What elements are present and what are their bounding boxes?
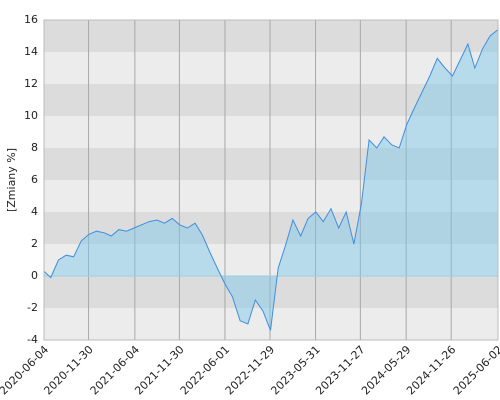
grid-band bbox=[44, 212, 498, 244]
grid-band bbox=[44, 148, 498, 180]
y-tick-label: 10 bbox=[24, 109, 38, 122]
grid-band bbox=[44, 20, 498, 52]
y-tick-label: -4 bbox=[27, 333, 38, 346]
y-tick-label: 14 bbox=[24, 45, 38, 58]
y-axis-label: [Zmiany %] bbox=[5, 148, 18, 212]
area bbox=[44, 29, 498, 331]
y-tick-label: -2 bbox=[27, 301, 38, 314]
plot-frame bbox=[43, 19, 499, 341]
line bbox=[43, 29, 499, 331]
y-tick-label: 4 bbox=[31, 205, 38, 218]
y-tick-label: 16 bbox=[24, 13, 38, 26]
x-tick-label: 2025-06-02 bbox=[451, 343, 500, 397]
y-tick-label: 6 bbox=[31, 173, 38, 186]
grid-band bbox=[44, 276, 498, 308]
grid-band bbox=[44, 84, 498, 116]
y-tick-label: 12 bbox=[24, 77, 38, 90]
y-tick-label: 0 bbox=[31, 269, 38, 282]
y-tick-label: 2 bbox=[31, 237, 38, 250]
y-tick-label: 8 bbox=[31, 141, 38, 154]
